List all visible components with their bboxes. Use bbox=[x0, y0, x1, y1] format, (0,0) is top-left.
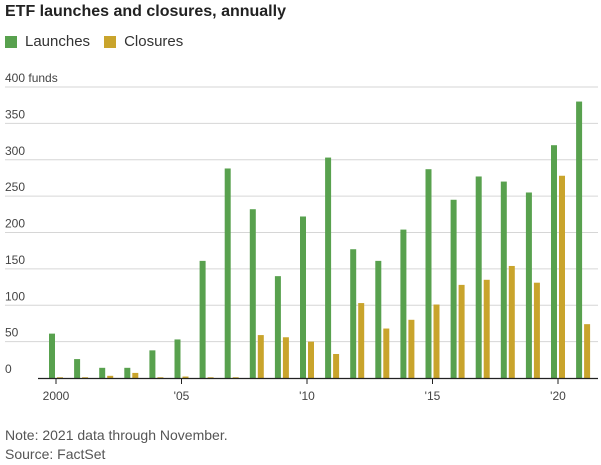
bar-closures-2001 bbox=[82, 377, 89, 378]
bar-launches-2021 bbox=[576, 101, 583, 379]
bar-launches-2018 bbox=[500, 181, 507, 378]
y-tick-label: 100 bbox=[5, 289, 25, 303]
bar-closures-2018 bbox=[508, 265, 515, 378]
y-tick-label: 0 bbox=[5, 362, 12, 376]
bar-closures-2016 bbox=[458, 284, 465, 378]
bar-launches-2001 bbox=[74, 359, 81, 378]
bar-launches-2003 bbox=[124, 367, 131, 378]
bar-closures-2003 bbox=[132, 372, 139, 378]
bar-closures-2004 bbox=[157, 377, 164, 378]
x-tick-label: '15 bbox=[425, 389, 441, 403]
bar-launches-2010 bbox=[300, 216, 306, 378]
bar-closures-2008 bbox=[257, 335, 264, 378]
bar-launches-2020 bbox=[551, 145, 557, 378]
bar-launches-2006 bbox=[199, 260, 206, 378]
bar-closures-2014 bbox=[408, 319, 415, 378]
bar-closures-2011 bbox=[333, 353, 340, 378]
bar-closures-2019 bbox=[533, 282, 540, 378]
bar-closures-2021 bbox=[584, 324, 591, 378]
bar-closures-2010 bbox=[308, 341, 314, 378]
bar-closures-2002 bbox=[107, 375, 114, 378]
bar-launches-2015 bbox=[425, 169, 432, 378]
bar-launches-2007 bbox=[224, 168, 231, 378]
source-text: Source: FactSet bbox=[5, 446, 106, 462]
x-tick-label: '05 bbox=[174, 389, 190, 403]
y-tick-label: 300 bbox=[5, 144, 25, 158]
bar-launches-2019 bbox=[525, 192, 532, 378]
note-text: Note: 2021 data through November. bbox=[5, 427, 228, 443]
bar-closures-2007 bbox=[232, 377, 239, 378]
x-tick-label: '20 bbox=[550, 389, 566, 403]
legend-item-launches: Launches bbox=[5, 33, 90, 50]
bar-launches-2000 bbox=[49, 333, 55, 378]
bar-launches-2016 bbox=[450, 199, 457, 378]
y-tick-label: 50 bbox=[5, 326, 19, 340]
bar-launches-2005 bbox=[174, 339, 181, 378]
bar-launches-2004 bbox=[149, 350, 156, 378]
bar-closures-2012 bbox=[358, 303, 365, 378]
bar-launches-2013 bbox=[375, 260, 382, 378]
x-tick-label: 2000 bbox=[43, 389, 70, 403]
y-tick-label: 400 funds bbox=[5, 71, 58, 85]
bar-launches-2017 bbox=[475, 176, 482, 378]
bar-closures-2013 bbox=[383, 328, 390, 378]
bar-launches-2009 bbox=[274, 276, 281, 378]
legend-label-launches: Launches bbox=[25, 33, 91, 50]
bar-launches-2011 bbox=[325, 157, 332, 378]
legend-item-closures: Closures bbox=[104, 33, 183, 50]
bar-launches-2002 bbox=[99, 367, 106, 378]
y-tick-label: 350 bbox=[5, 107, 25, 121]
legend-label-closures: Closures bbox=[124, 33, 184, 50]
bar-closures-2006 bbox=[207, 377, 214, 378]
x-tick-label: '10 bbox=[299, 389, 315, 403]
y-tick-label: 200 bbox=[5, 217, 25, 231]
y-tick-label: 250 bbox=[5, 180, 25, 194]
bar-closures-2005 bbox=[182, 376, 189, 378]
y-tick-label: 150 bbox=[5, 253, 25, 267]
legend: Launches Closures bbox=[5, 33, 197, 50]
bar-launches-2012 bbox=[350, 249, 357, 378]
bar-closures-2017 bbox=[483, 279, 490, 378]
footnote: Note: 2021 data through November. Source… bbox=[5, 426, 228, 464]
chart-title: ETF launches and closures, annually bbox=[5, 3, 286, 20]
bar-closures-2000 bbox=[57, 377, 63, 378]
bar-launches-2014 bbox=[400, 229, 407, 378]
legend-swatch-closures bbox=[104, 35, 117, 48]
bar-closures-2020 bbox=[559, 175, 565, 378]
bar-closures-2009 bbox=[282, 337, 289, 378]
legend-swatch-launches bbox=[5, 35, 17, 48]
bar-closures-2015 bbox=[433, 304, 440, 378]
bar-launches-2008 bbox=[249, 209, 256, 378]
